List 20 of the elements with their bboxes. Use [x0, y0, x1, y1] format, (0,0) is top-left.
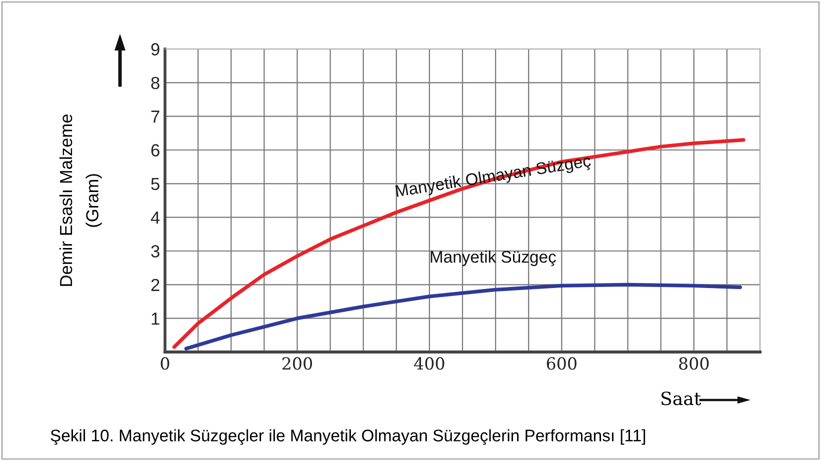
x-axis-title: Saat — [662, 392, 702, 406]
line-series — [184, 282, 742, 350]
y-tick-label: 9 — [151, 43, 160, 56]
y-tick-label: 6 — [151, 144, 160, 156]
y-tick-label: 5 — [151, 178, 160, 190]
x-tick-label: 600 — [546, 357, 576, 370]
y-tick-label: 3 — [151, 245, 160, 258]
line-series — [172, 138, 746, 349]
y-tick-label: 1 — [152, 312, 160, 325]
y-tick-label: 2 — [151, 278, 160, 291]
x-tick-label: 200 — [282, 357, 312, 370]
y-tick-label: 8 — [151, 76, 160, 90]
x-tick-label: 400 — [414, 357, 444, 370]
text: Şekil 10. Manyetik Süzgeçler ile Manyetik Olmayan Süzgeçlerin Performansı [11] — [50, 429, 646, 445]
x-tick-label: 800 — [679, 357, 709, 370]
y-tick-label: 4 — [150, 212, 160, 224]
y-tick-label: 7 — [151, 110, 160, 123]
text: Manyetik Olmayan Süzgeç — [395, 154, 592, 200]
x-tick-label: 0 — [160, 357, 170, 370]
y-axis-title: Demir Esaslı Malzeme (Gram) — [59, 114, 102, 286]
